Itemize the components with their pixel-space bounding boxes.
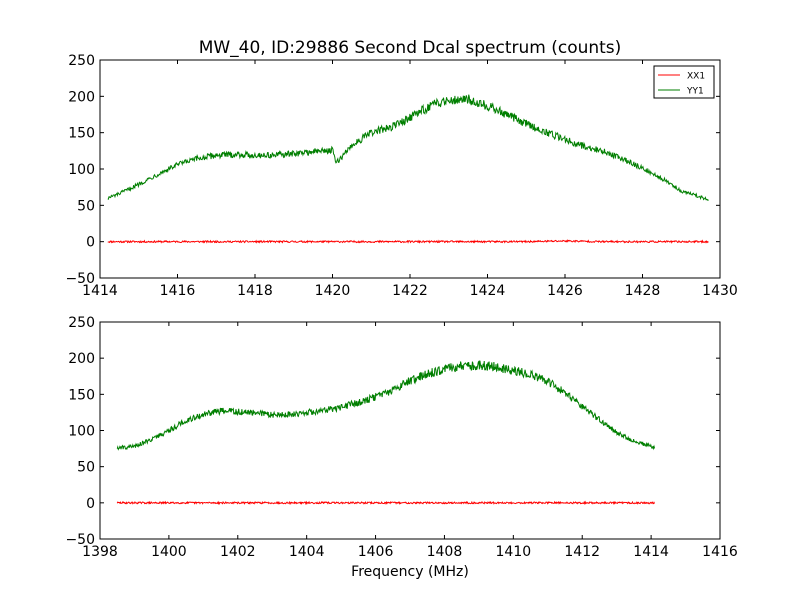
series-lines xyxy=(107,94,709,244)
x-tick-label: 1422 xyxy=(392,283,428,299)
bottom-spectrum-panel: 1398 1400 1402 1404 1406 1408 1410 1412 1414 1416… xyxy=(65,315,737,560)
y-tick-label: −50 xyxy=(65,271,95,287)
x-tick-label: 1404 xyxy=(289,544,325,560)
y-tick-label: 200 xyxy=(68,89,95,105)
y-tick-label: 250 xyxy=(68,315,95,331)
y-tick-label: 100 xyxy=(68,424,95,440)
x-tick-label: 1430 xyxy=(702,283,738,299)
legend-label: XX1 xyxy=(687,72,705,82)
x-tick-label: 1416 xyxy=(702,544,738,560)
legend-label: YY1 xyxy=(686,87,704,97)
x-tick-label: 1424 xyxy=(470,283,506,299)
x-tick-label: 1406 xyxy=(358,544,394,560)
x-tick-label: 1426 xyxy=(547,283,583,299)
x-axis-label: Frequency (MHz) xyxy=(351,564,469,580)
x-tick-label: 1410 xyxy=(496,544,532,560)
y-tick-label: 100 xyxy=(68,162,95,178)
y-tick-label: 0 xyxy=(86,496,95,512)
series-lines xyxy=(116,360,656,506)
x-tick-label: 1420 xyxy=(315,283,351,299)
x-tick-label: 1400 xyxy=(151,544,187,560)
y-tick-label: 200 xyxy=(68,351,95,367)
top-spectrum-panel: 1414 1416 1418 1420 1422 1424 1426 1428 1430 −50 0… xyxy=(65,53,737,299)
x-tick-label: 1428 xyxy=(625,283,661,299)
x-tick-label: 1408 xyxy=(427,544,463,560)
y-tick-label: 150 xyxy=(68,387,95,403)
x-tick-label: 1398 xyxy=(82,544,118,560)
x-tick-label: 1414 xyxy=(82,283,118,299)
y-tick-label: 250 xyxy=(68,53,95,69)
x-tick-label: 1418 xyxy=(237,283,273,299)
y-tick-label: 0 xyxy=(86,235,95,251)
series-line-yy1 xyxy=(107,94,709,201)
x-tick-label: 1416 xyxy=(160,283,196,299)
y-tick-label: 50 xyxy=(77,460,95,476)
legend: XX1 YY1 xyxy=(653,65,715,99)
series-line-green xyxy=(116,360,656,451)
x-tick-label: 1414 xyxy=(633,544,669,560)
series-line-red xyxy=(116,500,656,506)
y-tick-label: −50 xyxy=(65,532,95,548)
x-tick-label: 1402 xyxy=(220,544,256,560)
y-tick-label: 150 xyxy=(68,126,95,142)
y-tick-label: 50 xyxy=(77,198,95,214)
chart-title: MW_40, ID:29886 Second Dcal spectrum (co… xyxy=(199,38,622,58)
series-line-xx1 xyxy=(107,239,709,244)
x-tick-label: 1412 xyxy=(564,544,600,560)
